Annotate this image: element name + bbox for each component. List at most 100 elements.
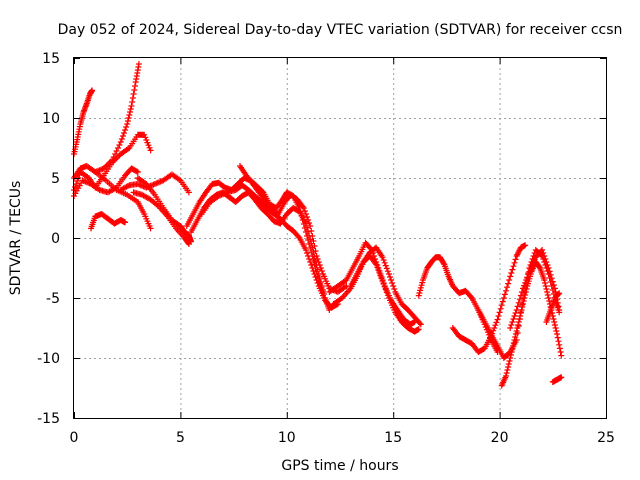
data-point-marker bbox=[502, 287, 509, 294]
data-point-marker bbox=[376, 269, 383, 276]
data-point-marker bbox=[113, 148, 120, 154]
data-point-marker bbox=[295, 233, 302, 240]
data-point-marker bbox=[116, 142, 123, 148]
data-point-marker bbox=[511, 313, 518, 319]
series-pass-p bbox=[347, 244, 424, 328]
data-point-marker bbox=[377, 272, 384, 279]
y-tick-label: 10 bbox=[42, 111, 60, 127]
data-point-marker bbox=[552, 325, 559, 331]
data-point-marker bbox=[316, 275, 323, 281]
data-point-marker bbox=[127, 106, 134, 112]
data-point-marker bbox=[510, 263, 517, 270]
data-point-marker bbox=[496, 309, 503, 316]
series-pass-e bbox=[88, 211, 129, 232]
data-point-marker bbox=[135, 61, 142, 67]
data-point-marker bbox=[491, 325, 498, 331]
data-point-marker bbox=[301, 208, 308, 214]
data-point-marker bbox=[89, 87, 96, 94]
data-point-marker bbox=[415, 326, 422, 333]
data-point-marker bbox=[389, 280, 396, 286]
y-tick-label: 15 bbox=[42, 51, 60, 67]
data-point-marker bbox=[129, 95, 136, 101]
series-pass-v bbox=[543, 290, 563, 325]
data-point-marker bbox=[383, 265, 390, 272]
data-point-marker bbox=[550, 316, 557, 322]
data-point-marker bbox=[504, 284, 511, 291]
data-point-marker bbox=[112, 151, 119, 157]
data-point-marker bbox=[541, 253, 548, 259]
series-pass-w bbox=[549, 374, 565, 385]
data-point-marker bbox=[513, 307, 520, 313]
tick-layer: 0 5 10 15 20 25 -15 -10 -5 0 5 10 15 bbox=[37, 51, 615, 446]
x-tick-label: 10 bbox=[278, 430, 296, 446]
data-point-marker bbox=[520, 298, 527, 304]
data-point-marker bbox=[73, 181, 80, 187]
plot-frame bbox=[73, 57, 607, 419]
data-point-marker bbox=[510, 340, 517, 346]
series-pass-r bbox=[449, 242, 529, 355]
data-point-marker bbox=[304, 224, 311, 231]
data-point-marker bbox=[147, 225, 154, 232]
data-point-marker bbox=[517, 310, 524, 316]
data-point-marker bbox=[509, 319, 516, 325]
data-point-marker bbox=[309, 233, 316, 239]
data-point-marker bbox=[544, 262, 551, 268]
data-point-marker bbox=[103, 162, 110, 169]
data-point-marker bbox=[510, 316, 517, 322]
data-point-marker bbox=[126, 112, 133, 118]
data-point-marker bbox=[509, 266, 516, 273]
data-point-marker bbox=[550, 282, 557, 288]
data-point-marker bbox=[512, 334, 519, 340]
data-point-marker bbox=[302, 211, 309, 217]
data-point-marker bbox=[440, 260, 447, 267]
data-point-marker bbox=[417, 321, 424, 328]
x-tick-label: 0 bbox=[70, 430, 79, 446]
data-point-marker bbox=[309, 265, 316, 271]
data-point-marker bbox=[509, 346, 516, 352]
data-point-marker bbox=[494, 316, 501, 323]
data-point-marker bbox=[128, 103, 135, 109]
data-point-marker bbox=[506, 358, 513, 364]
data-point-marker bbox=[314, 266, 321, 273]
data-point-marker bbox=[524, 274, 531, 281]
data-point-marker bbox=[505, 364, 512, 370]
data-point-marker bbox=[131, 87, 138, 93]
data-point-marker bbox=[512, 310, 519, 316]
data-point-marker bbox=[556, 290, 563, 297]
data-point-marker bbox=[312, 274, 319, 280]
data-point-marker bbox=[507, 355, 514, 361]
data-point-marker bbox=[129, 99, 136, 105]
data-point-marker bbox=[147, 147, 154, 154]
data-point-marker bbox=[505, 361, 512, 367]
data-point-marker bbox=[304, 250, 311, 256]
data-layer bbox=[71, 61, 565, 389]
data-point-marker bbox=[306, 256, 313, 262]
data-point-marker bbox=[556, 341, 563, 348]
data-point-marker bbox=[381, 259, 388, 266]
data-point-marker bbox=[382, 262, 389, 269]
data-point-marker bbox=[302, 247, 309, 253]
data-point-marker bbox=[119, 133, 126, 139]
data-point-marker bbox=[558, 374, 565, 381]
y-tick-label: -5 bbox=[46, 291, 60, 307]
data-point-marker bbox=[510, 343, 517, 349]
data-point-marker bbox=[381, 283, 388, 290]
grid-layer bbox=[74, 58, 606, 418]
data-point-marker bbox=[515, 319, 522, 325]
data-point-marker bbox=[315, 259, 322, 265]
data-point-marker bbox=[387, 274, 394, 280]
data-point-marker bbox=[545, 265, 552, 271]
data-point-marker bbox=[541, 280, 548, 286]
data-point-marker bbox=[311, 243, 318, 249]
y-tick-label: -10 bbox=[37, 351, 60, 367]
data-point-marker bbox=[307, 223, 314, 229]
data-point-marker bbox=[374, 264, 381, 271]
data-point-marker bbox=[521, 282, 528, 289]
data-point-marker bbox=[544, 292, 551, 298]
data-point-marker bbox=[416, 320, 423, 327]
data-point-marker bbox=[312, 248, 319, 254]
data-point-marker bbox=[125, 115, 132, 121]
data-point-marker bbox=[310, 238, 317, 244]
data-point-marker bbox=[522, 279, 529, 286]
data-point-marker bbox=[542, 256, 549, 262]
